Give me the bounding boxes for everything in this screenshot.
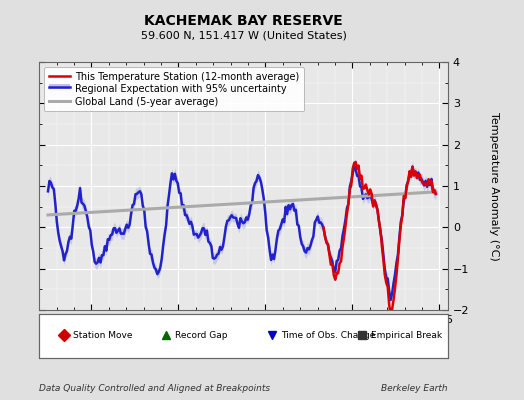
- Legend: This Temperature Station (12-month average), Regional Expectation with 95% uncer: This Temperature Station (12-month avera…: [44, 67, 304, 112]
- Text: Data Quality Controlled and Aligned at Breakpoints: Data Quality Controlled and Aligned at B…: [39, 384, 270, 393]
- Text: Station Move: Station Move: [73, 332, 133, 340]
- Text: 59.600 N, 151.417 W (United States): 59.600 N, 151.417 W (United States): [141, 30, 346, 40]
- FancyBboxPatch shape: [39, 314, 448, 358]
- Text: KACHEMAK BAY RESERVE: KACHEMAK BAY RESERVE: [144, 14, 343, 28]
- Y-axis label: Temperature Anomaly (°C): Temperature Anomaly (°C): [489, 112, 499, 260]
- Text: Berkeley Earth: Berkeley Earth: [381, 384, 448, 393]
- Text: Record Gap: Record Gap: [175, 332, 227, 340]
- Text: Empirical Break: Empirical Break: [371, 332, 442, 340]
- Text: Time of Obs. Change: Time of Obs. Change: [281, 332, 376, 340]
